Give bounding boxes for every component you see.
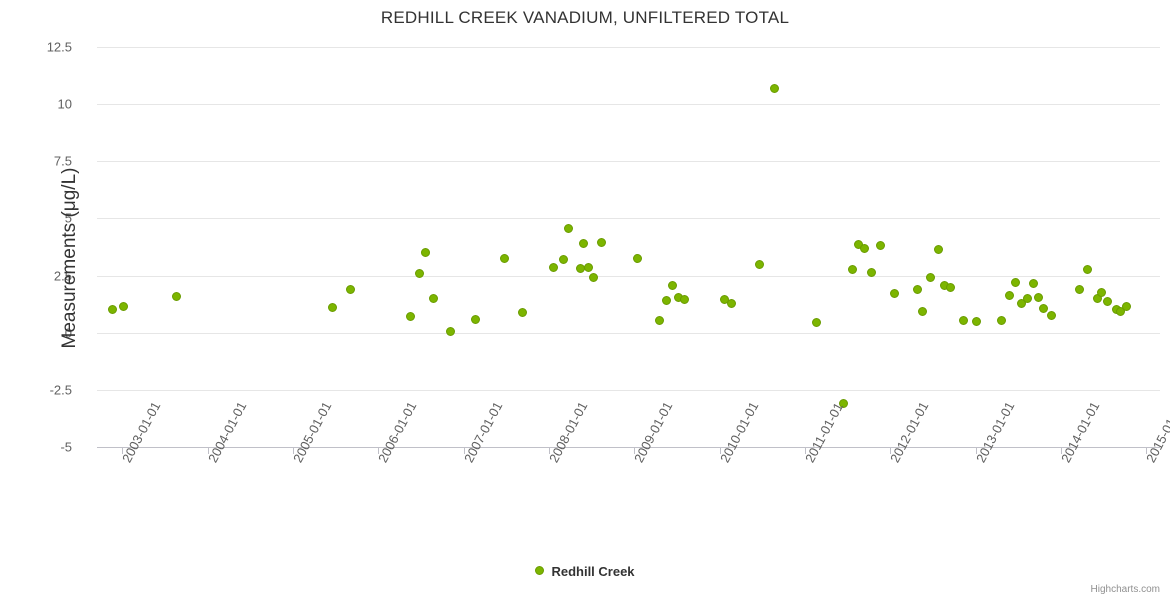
- data-point[interactable]: [972, 316, 982, 326]
- data-point[interactable]: [890, 289, 900, 299]
- y-axis-tick-label: 10: [57, 96, 72, 112]
- data-point[interactable]: [548, 263, 558, 273]
- x-axis-tick: [975, 447, 977, 454]
- data-point[interactable]: [428, 293, 438, 303]
- data-point[interactable]: [118, 301, 128, 311]
- data-point[interactable]: [812, 317, 822, 327]
- data-point[interactable]: [838, 399, 848, 409]
- x-axis-tick: [548, 447, 550, 454]
- data-point[interactable]: [1116, 306, 1126, 316]
- data-point[interactable]: [1004, 290, 1014, 300]
- x-axis-tick: [719, 447, 721, 454]
- highcharts-credits[interactable]: Highcharts.com: [1090, 584, 1160, 595]
- data-point[interactable]: [563, 224, 573, 234]
- data-point[interactable]: [925, 273, 935, 283]
- data-point[interactable]: [414, 268, 424, 278]
- data-point[interactable]: [1028, 279, 1038, 289]
- x-axis-tick: [293, 447, 294, 454]
- y-axis-tick-label: -5: [60, 439, 72, 455]
- data-point[interactable]: [171, 291, 181, 301]
- x-axis-tick: [1060, 447, 1062, 454]
- gridline: [97, 218, 1160, 220]
- data-point[interactable]: [1092, 293, 1102, 303]
- data-point[interactable]: [517, 307, 527, 317]
- data-point[interactable]: [1016, 298, 1026, 308]
- data-point[interactable]: [860, 243, 870, 253]
- gridline: [97, 389, 1160, 391]
- chart-title: REDHILL CREEK VANADIUM, UNFILTERED TOTAL: [380, 8, 790, 27]
- x-axis-tick: [1146, 447, 1148, 454]
- y-axis-tick-label: 2.5: [53, 268, 72, 284]
- data-point[interactable]: [1122, 301, 1132, 311]
- data-point[interactable]: [662, 296, 672, 306]
- data-point[interactable]: [959, 315, 969, 325]
- x-axis-tick: [378, 447, 380, 454]
- data-point[interactable]: [1083, 265, 1093, 275]
- data-point[interactable]: [1074, 284, 1084, 294]
- x-axis-tick: [207, 447, 209, 454]
- data-point[interactable]: [406, 312, 416, 322]
- data-point[interactable]: [584, 263, 594, 273]
- data-point[interactable]: [918, 306, 928, 316]
- data-point[interactable]: [420, 248, 430, 258]
- data-point[interactable]: [559, 255, 569, 265]
- data-point[interactable]: [588, 273, 598, 283]
- data-point[interactable]: [1046, 311, 1056, 321]
- legend-marker-icon: [535, 566, 545, 576]
- y-axis-tick-label: 5: [64, 210, 72, 226]
- plot-area: -5 -2.5 0 2.5 5 7.5 10 12.5 Measurements (μg/L): [47, 40, 1160, 455]
- data-point[interactable]: [668, 281, 678, 291]
- data-point[interactable]: [680, 295, 690, 305]
- data-point[interactable]: [996, 315, 1006, 325]
- x-axis-tick: [634, 447, 636, 454]
- data-point[interactable]: [655, 315, 665, 325]
- x-axis-tick: [890, 447, 892, 454]
- data-point[interactable]: [1039, 304, 1049, 314]
- data-point[interactable]: [597, 237, 607, 247]
- data-point[interactable]: [107, 305, 117, 315]
- data-point[interactable]: [770, 83, 780, 93]
- data-point[interactable]: [1010, 277, 1020, 287]
- data-point[interactable]: [933, 244, 943, 254]
- gridline: [97, 104, 1160, 106]
- chart-legend[interactable]: Redhill Creek: [0, 563, 1170, 579]
- data-point[interactable]: [633, 253, 643, 263]
- x-axis-line: [97, 447, 1160, 448]
- data-point[interactable]: [328, 303, 338, 313]
- data-point[interactable]: [945, 282, 955, 292]
- gridline: [97, 275, 1160, 277]
- data-point[interactable]: [470, 314, 480, 324]
- data-point[interactable]: [1033, 292, 1043, 302]
- x-axis-tick: [122, 447, 124, 454]
- y-axis-tick-label: -2.5: [49, 382, 72, 398]
- y-axis-tick-label: 12.5: [46, 39, 72, 55]
- data-point[interactable]: [1103, 297, 1113, 307]
- legend-item-label[interactable]: Redhill Creek: [551, 564, 635, 580]
- data-point[interactable]: [867, 267, 877, 277]
- y-axis-title: Measurements (μg/L): [59, 167, 80, 349]
- x-axis-tick: [463, 447, 465, 454]
- data-point[interactable]: [754, 259, 764, 269]
- data-point[interactable]: [578, 239, 588, 249]
- y-axis-tick-label: 7.5: [53, 153, 72, 169]
- gridline: [97, 161, 1160, 163]
- x-axis-tick: [804, 447, 806, 454]
- data-point[interactable]: [499, 253, 509, 263]
- data-point[interactable]: [848, 265, 858, 275]
- y-axis-tick-label: 0: [64, 325, 72, 341]
- data-point[interactable]: [726, 298, 736, 308]
- data-point[interactable]: [875, 241, 885, 251]
- data-point[interactable]: [346, 284, 356, 294]
- data-point[interactable]: [912, 284, 922, 294]
- gridline: [97, 332, 1160, 334]
- data-point[interactable]: [445, 327, 455, 337]
- data-point[interactable]: [1097, 288, 1107, 298]
- data-point[interactable]: [1022, 293, 1032, 303]
- gridline: [97, 47, 1160, 48]
